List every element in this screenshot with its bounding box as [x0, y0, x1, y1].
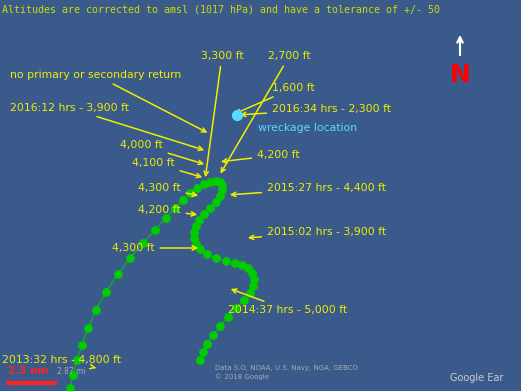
Point: [212, 199, 220, 205]
Point: [195, 217, 203, 223]
Point: [232, 305, 240, 311]
Point: [139, 240, 147, 246]
Point: [196, 357, 204, 363]
Text: 3,300 ft: 3,300 ft: [201, 51, 243, 176]
Point: [216, 323, 224, 329]
Point: [206, 179, 214, 185]
Text: no primary or secondary return: no primary or secondary return: [10, 70, 206, 132]
Point: [212, 178, 220, 184]
Text: 2,700 ft: 2,700 ft: [221, 51, 311, 172]
Point: [69, 372, 77, 378]
Point: [233, 112, 241, 118]
Text: 4,100 ft: 4,100 ft: [132, 158, 201, 178]
Text: 2013:32 hrs - 4,800 ft: 2013:32 hrs - 4,800 ft: [2, 355, 121, 369]
Point: [196, 246, 204, 252]
Point: [126, 255, 134, 261]
Point: [238, 262, 246, 268]
Text: 2.87 mi: 2.87 mi: [57, 367, 86, 376]
Text: 2.5 nm: 2.5 nm: [8, 366, 48, 376]
Point: [212, 255, 220, 261]
Point: [193, 185, 201, 191]
Text: Data S.O, NOAA, U.S. Navy, NGA, GEBCO
© 2018 Google: Data S.O, NOAA, U.S. Navy, NGA, GEBCO © …: [215, 365, 358, 380]
Point: [244, 265, 252, 271]
Point: [200, 211, 208, 217]
Text: Altitudes are corrected to amsl (1017 hPa) and have a tolerance of +/- 50: Altitudes are corrected to amsl (1017 hP…: [2, 4, 440, 14]
Point: [192, 241, 200, 247]
Point: [102, 289, 110, 295]
Point: [66, 385, 74, 391]
Point: [218, 187, 226, 193]
Text: 2016:12 hrs - 3,900 ft: 2016:12 hrs - 3,900 ft: [10, 103, 203, 151]
Point: [200, 181, 208, 187]
Point: [206, 205, 214, 211]
Point: [216, 179, 224, 185]
Point: [171, 205, 179, 211]
Text: 2014:37 hrs - 5,000 ft: 2014:37 hrs - 5,000 ft: [228, 289, 347, 315]
Point: [73, 357, 81, 363]
Point: [246, 290, 254, 296]
Point: [209, 332, 217, 338]
Point: [218, 182, 226, 188]
Point: [190, 229, 198, 235]
Text: N: N: [450, 63, 470, 87]
Point: [240, 297, 248, 303]
Point: [192, 223, 200, 229]
Point: [151, 227, 159, 233]
Text: 4,300 ft: 4,300 ft: [138, 183, 196, 196]
Point: [78, 342, 86, 348]
Point: [179, 197, 187, 203]
Point: [250, 276, 258, 282]
Text: 2016:34 hrs - 2,300 ft: 2016:34 hrs - 2,300 ft: [241, 104, 391, 117]
Text: 2015:27 hrs - 4,400 ft: 2015:27 hrs - 4,400 ft: [231, 183, 386, 197]
Text: wreckage location: wreckage location: [258, 123, 357, 133]
Point: [248, 270, 256, 276]
Point: [249, 283, 257, 289]
Text: Google Ear: Google Ear: [450, 373, 503, 383]
Point: [222, 258, 230, 264]
Point: [203, 251, 211, 257]
Point: [92, 307, 100, 313]
Point: [203, 341, 211, 347]
Point: [114, 271, 122, 277]
Point: [199, 349, 207, 355]
Point: [190, 235, 198, 241]
Text: 4,200 ft: 4,200 ft: [138, 205, 195, 216]
Text: 1,600 ft: 1,600 ft: [236, 83, 315, 113]
Point: [186, 190, 194, 196]
Point: [231, 260, 239, 266]
Point: [224, 314, 232, 320]
Point: [84, 325, 92, 331]
Text: 4,300 ft: 4,300 ft: [112, 243, 196, 253]
Text: 4,200 ft: 4,200 ft: [222, 150, 300, 163]
Text: 4,000 ft: 4,000 ft: [120, 140, 203, 165]
Text: 2015:02 hrs - 3,900 ft: 2015:02 hrs - 3,900 ft: [250, 227, 386, 240]
Point: [216, 193, 224, 199]
Point: [162, 215, 170, 221]
